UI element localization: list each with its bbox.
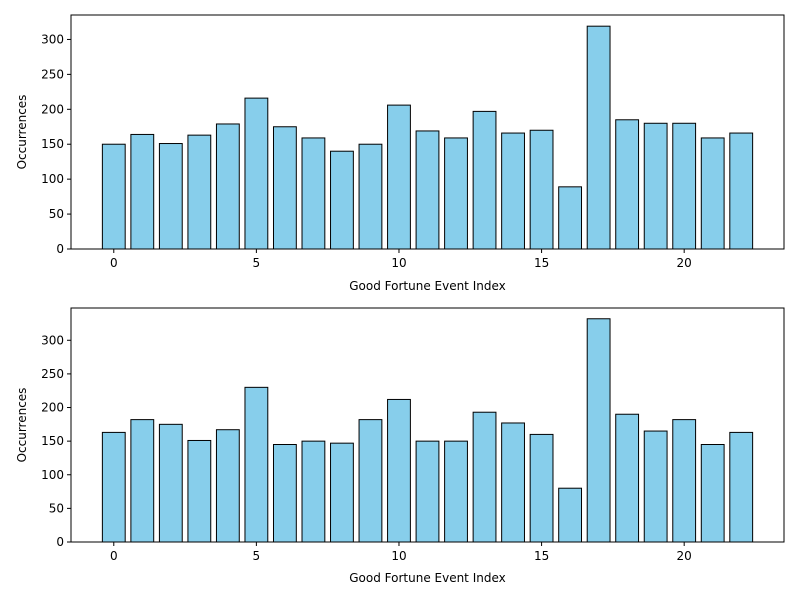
bar-bottom-10 <box>387 398 411 543</box>
y-ticks-bottom: 0 50 100 150 200 250 300 <box>41 333 71 549</box>
bar-bottom-21 <box>700 444 725 543</box>
y-tick-label: 300 <box>41 333 64 347</box>
bar-bottom-0 <box>101 431 126 543</box>
bar-bottom-16 <box>558 487 583 543</box>
x-tick-label: 10 <box>391 256 406 270</box>
bar-bottom-14 <box>501 422 525 543</box>
y-tick-label: 50 <box>49 501 64 515</box>
bar-top-12 <box>444 137 468 250</box>
x-tick-label: 0 <box>110 549 118 563</box>
bar-bottom-19 <box>643 430 668 543</box>
bar-top-18 <box>615 119 640 250</box>
x-ticks-top: 0 5 10 15 20 <box>110 249 692 270</box>
x-axis-label-top: Good Fortune Event Index <box>349 279 506 293</box>
bar-top-4 <box>215 123 240 250</box>
y-tick-label: 250 <box>41 367 64 381</box>
bar-bottom-2 <box>158 423 183 543</box>
bar-top-15 <box>529 129 554 250</box>
y-tick-label: 250 <box>41 67 64 81</box>
bar-bottom-3 <box>187 439 212 543</box>
bar-top-9 <box>358 143 383 250</box>
bar-bottom-12 <box>444 440 468 543</box>
y-tick-label: 200 <box>41 102 64 116</box>
y-tick-label: 150 <box>41 137 64 151</box>
bar-bottom-17 <box>586 318 611 543</box>
bar-top-19 <box>643 122 668 250</box>
bar-top-21 <box>700 137 725 250</box>
x-axis-label-bottom: Good Fortune Event Index <box>349 571 506 585</box>
bar-top-1 <box>130 133 155 250</box>
subplot-bottom: 0 5 10 15 20 0 50 100 150 200 250 300 Good Fortune… <box>15 307 785 585</box>
plot-frame-bottom <box>70 307 785 543</box>
bar-bottom-11 <box>415 440 440 543</box>
bar-bottom-8 <box>330 442 354 543</box>
bar-top-13 <box>472 110 497 250</box>
y-tick-label: 100 <box>41 172 64 186</box>
bars-top <box>101 25 754 250</box>
bar-top-22 <box>729 132 754 250</box>
bar-top-11 <box>415 130 440 250</box>
bar-top-16 <box>558 186 583 250</box>
bar-bottom-9 <box>358 419 383 543</box>
y-tick-label: 150 <box>41 434 64 448</box>
bar-bottom-18 <box>615 413 640 543</box>
subplot-top: 0 5 10 15 20 0 50 100 150 200 250 300 Good Fortune… <box>15 14 785 293</box>
y-axis-label-top: Occurrences <box>15 95 29 170</box>
x-tick-label: 15 <box>534 549 549 563</box>
y-axis-label-bottom: Occurrences <box>15 388 29 463</box>
bar-bottom-20 <box>672 419 697 543</box>
x-tick-label: 15 <box>534 256 549 270</box>
y-tick-label: 100 <box>41 468 64 482</box>
bar-top-2 <box>158 143 183 250</box>
x-tick-label: 20 <box>677 549 692 563</box>
bar-bottom-1 <box>130 419 155 543</box>
x-tick-label: 0 <box>110 256 118 270</box>
bar-top-0 <box>101 143 126 250</box>
bar-top-10 <box>387 104 411 250</box>
x-tick-label: 20 <box>677 256 692 270</box>
x-tick-label: 5 <box>253 549 261 563</box>
y-tick-label: 0 <box>56 535 64 549</box>
bar-top-20 <box>672 122 697 250</box>
bars-bottom <box>101 318 754 543</box>
bar-top-17 <box>586 25 611 250</box>
bar-top-8 <box>330 150 354 250</box>
y-tick-label: 200 <box>41 401 64 415</box>
bar-bottom-5 <box>244 386 269 543</box>
y-tick-label: 50 <box>49 207 64 221</box>
bar-bottom-4 <box>215 429 240 543</box>
bar-top-6 <box>272 126 297 250</box>
bar-top-5 <box>244 97 269 250</box>
plot-frame-top <box>70 14 785 250</box>
x-ticks-bottom: 0 5 10 15 20 <box>110 542 692 563</box>
x-tick-label: 5 <box>253 256 261 270</box>
bar-top-7 <box>301 137 326 250</box>
bar-bottom-7 <box>301 440 326 543</box>
bar-bottom-6 <box>272 444 297 543</box>
x-tick-label: 10 <box>391 549 406 563</box>
bar-top-3 <box>187 134 212 250</box>
bar-top-14 <box>501 132 525 250</box>
bar-bottom-13 <box>472 411 497 543</box>
y-ticks-top: 0 50 100 150 200 250 300 <box>41 32 71 256</box>
y-tick-label: 0 <box>56 242 64 256</box>
bar-bottom-22 <box>729 431 754 543</box>
bar-bottom-15 <box>529 433 554 543</box>
y-tick-label: 300 <box>41 32 64 46</box>
